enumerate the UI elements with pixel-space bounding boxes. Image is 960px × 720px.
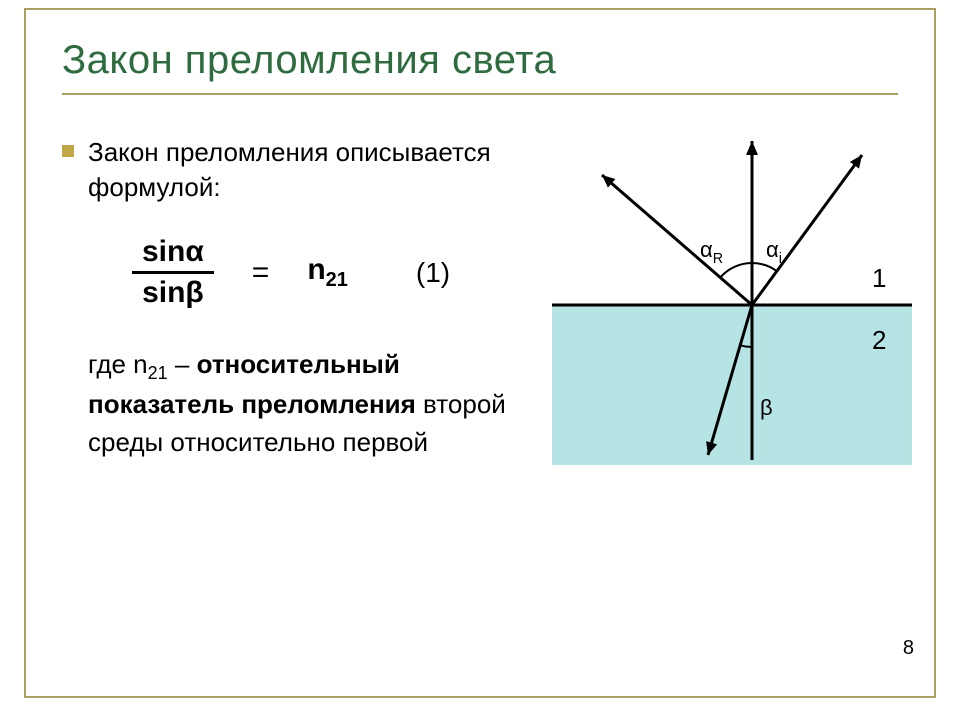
svg-text:αi: αi bbox=[766, 237, 782, 267]
slide-title: Закон преломления света bbox=[62, 38, 898, 83]
caption-prefix: где n bbox=[88, 349, 148, 379]
caption-sub: 21 bbox=[148, 363, 168, 383]
formula: sinα sinβ = n21 (1) bbox=[132, 233, 532, 312]
svg-text:2: 2 bbox=[872, 325, 886, 355]
slide-frame: Закон преломления света Закон преломлени… bbox=[24, 8, 936, 698]
equation-number: (1) bbox=[416, 257, 450, 289]
page-number: 8 bbox=[903, 637, 914, 660]
svg-text:1: 1 bbox=[872, 263, 886, 293]
bullet-icon bbox=[62, 145, 74, 157]
diagram-column: αRαiβ12 bbox=[552, 135, 898, 485]
equals-sign: = bbox=[242, 256, 280, 290]
refraction-diagram: αRαiβ12 bbox=[552, 135, 912, 465]
rhs-sub: 21 bbox=[326, 269, 348, 291]
denominator: sinβ bbox=[132, 274, 214, 312]
svg-text:β: β bbox=[760, 395, 773, 420]
caption-dash: – bbox=[168, 349, 197, 379]
title-underline bbox=[62, 93, 898, 95]
fraction: sinα sinβ bbox=[132, 233, 214, 312]
rhs-base: n bbox=[307, 253, 325, 286]
bullet-text: Закон преломления описывается формулой: bbox=[88, 135, 532, 205]
caption: где n21 – относительный показатель прело… bbox=[88, 346, 532, 462]
numerator: sinα bbox=[132, 233, 214, 271]
text-column: Закон преломления описывается формулой: … bbox=[62, 135, 532, 462]
rhs: n21 bbox=[307, 253, 348, 292]
content-row: Закон преломления описывается формулой: … bbox=[62, 135, 898, 485]
bullet-item: Закон преломления описывается формулой: bbox=[62, 135, 532, 205]
